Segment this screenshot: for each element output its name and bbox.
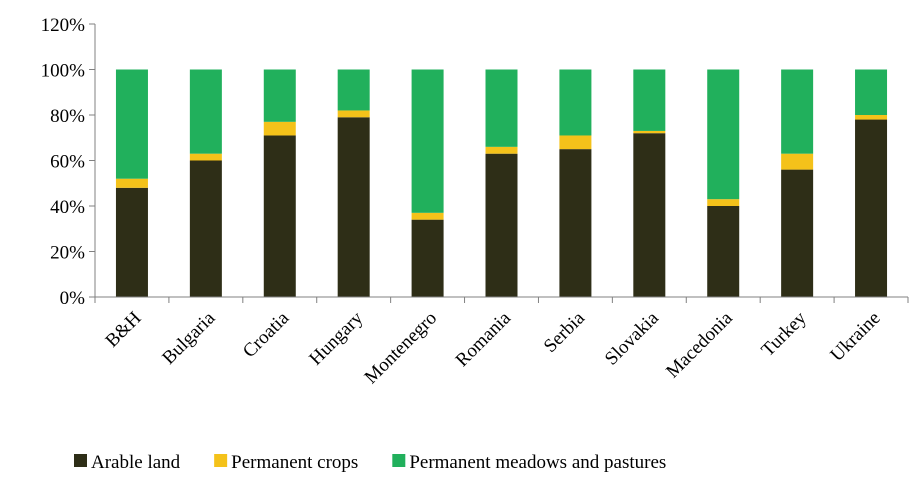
bar-segment-crops [855, 115, 888, 120]
bar-segment-pastures [559, 69, 592, 136]
bar-segment-arable [115, 187, 148, 297]
x-tick-label: Slovakia [601, 307, 663, 369]
x-tick-label: Romania [452, 307, 516, 371]
bar-segment-crops [115, 178, 148, 188]
x-tick-label: Hungary [305, 307, 367, 369]
bar-segment-pastures [707, 69, 740, 200]
bar-segment-pastures [189, 69, 222, 154]
bar-segment-arable [559, 149, 592, 297]
bar-segment-pastures [781, 69, 814, 154]
bar-segment-arable [263, 135, 296, 297]
bar-segment-pastures [485, 69, 518, 147]
bar-segment-arable [707, 206, 740, 297]
bar-segment-crops [707, 199, 740, 206]
legend: Arable land Permanent crops Permanent mead… [74, 452, 666, 473]
bar-segment-crops [263, 121, 296, 136]
bar-segment-pastures [115, 69, 148, 179]
bar-segment-crops [781, 153, 814, 170]
bar-segment-arable [189, 160, 222, 297]
y-tick-label: 40% [50, 197, 85, 218]
bar-segment-crops [337, 110, 370, 118]
bar-segment-pastures [263, 69, 296, 122]
y-tick-label: 0% [60, 288, 86, 309]
bar-segment-pastures [337, 69, 370, 111]
bar-segment-crops [411, 212, 444, 220]
legend-label: Permanent meadows and pastures [409, 452, 666, 473]
legend-swatch [74, 454, 87, 467]
y-tick-label: 100% [41, 61, 86, 82]
x-tick-label: Macedonia [662, 307, 737, 382]
x-tick-label: Ukraine [826, 308, 884, 366]
bar-segment-crops [559, 135, 592, 150]
bar-segment-arable [411, 219, 444, 297]
y-axis: 0% 20% 40% 60% 80% 100% 120% [41, 15, 96, 309]
bar-segment-arable [633, 133, 666, 297]
y-tick-label: 20% [50, 243, 85, 264]
legend-label: Permanent crops [231, 452, 358, 473]
x-tick-label: Serbia [540, 307, 590, 357]
bar-segment-arable [337, 117, 370, 298]
bar-segment-crops [485, 146, 518, 154]
x-tick-label: B&H [102, 307, 146, 351]
x-tick-label: Bulgaria [158, 307, 220, 369]
bar-segment-arable [781, 169, 814, 297]
bar-segment-arable [485, 153, 518, 297]
bar-segment-pastures [633, 69, 666, 131]
y-tick-label: 120% [41, 15, 86, 36]
x-tick-label: Croatia [239, 307, 294, 362]
bar-segment-arable [855, 119, 888, 297]
bar-segment-crops [633, 130, 666, 134]
x-tick-label: Turkey [757, 307, 811, 361]
bar-segment-pastures [855, 69, 888, 115]
y-tick-label: 80% [50, 106, 85, 127]
y-tick-label: 60% [50, 152, 85, 173]
bar-segment-pastures [411, 69, 444, 213]
legend-swatch [214, 454, 228, 467]
legend-label: Arable land [91, 452, 181, 473]
bars [115, 69, 888, 298]
x-tick-label: Montenegro [361, 308, 442, 389]
legend-swatch [392, 454, 406, 467]
bar-segment-crops [189, 153, 222, 161]
